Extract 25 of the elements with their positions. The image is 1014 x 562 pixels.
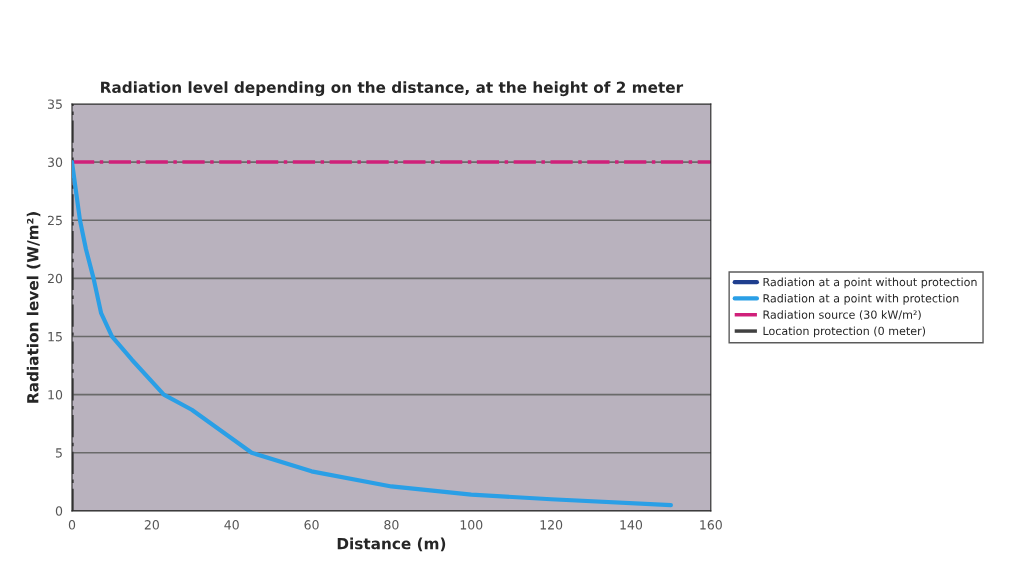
legend-label: Radiation source (30 kW/m²) [763,310,921,321]
legend-label: Radiation at a point with protection [763,293,959,305]
x-tick-label: 40 [224,520,239,530]
y-tick-label: 35 [48,99,62,109]
x-tick-label: 140 [620,520,643,530]
y-tick-label: 20 [47,273,63,284]
x-tick-label: 0 [68,520,76,530]
y-tick-label: 30 [48,157,63,168]
y-tick-label: 5 [55,448,62,458]
ref-line-label: Location protection (0 meter) [763,326,926,338]
x-tick-label: 160 [700,520,722,530]
y-tick-label: 10 [48,390,63,400]
y-tick-label: 25 [47,215,62,226]
x-tick-label: 100 [460,520,483,530]
line-series [71,160,673,508]
x-axis-title: Distance (m) [337,537,446,552]
x-tick-label: 80 [384,520,399,530]
y-axis-title: Radiation level (W/m²) [26,212,41,403]
x-tick-label: 20 [144,520,159,530]
x-tick-label: 120 [540,520,563,530]
x-tick-label: 60 [304,520,319,530]
legend-label: Radiation at a point without protection [763,277,977,289]
chart-title: Radiation level depending on the distance, at the height of 2 meter [101,81,684,97]
y-tick-label: 15 [48,332,62,342]
y-tick-label: 0 [55,506,63,516]
